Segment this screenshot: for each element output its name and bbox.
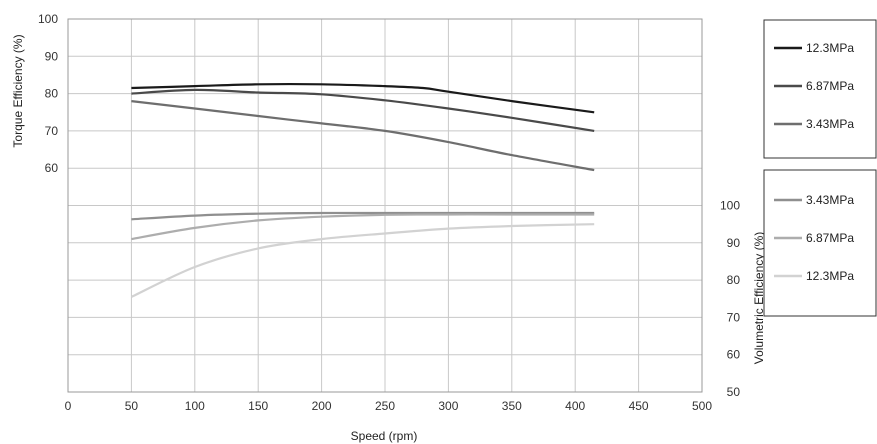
x-tick-label: 50 <box>125 399 139 413</box>
x-tick-label: 300 <box>438 399 458 413</box>
legend-volumetric-efficiency: 3.43MPa 6.87MPa 12.3MPa <box>763 169 877 317</box>
legend-torque-box <box>763 19 877 159</box>
legend-volumetric-label: 3.43MPa <box>806 193 854 207</box>
left-y-tick-label: 100 <box>38 12 58 26</box>
right-y-tick-label: 80 <box>727 273 741 287</box>
right-y-tick-label: 60 <box>727 348 741 362</box>
legend-torque-label: 3.43MPa <box>806 117 854 131</box>
volumetric-line-12.3MPa <box>130 223 595 298</box>
left-y-tick-label: 70 <box>45 124 59 138</box>
x-tick-label: 250 <box>375 399 395 413</box>
plot-lines <box>130 82 595 298</box>
x-axis-ticks: 0 50 100 150 200 250 300 350 400 450 500 <box>65 399 713 413</box>
left-y-axis-ticks: 60 70 80 90 100 <box>38 12 58 175</box>
right-y-tick-label: 50 <box>727 385 741 399</box>
left-y-tick-label: 90 <box>45 49 59 63</box>
x-tick-label: 200 <box>312 399 332 413</box>
x-tick-label: 350 <box>502 399 522 413</box>
legend-volumetric-box <box>763 169 877 317</box>
left-y-tick-label: 80 <box>45 87 59 101</box>
left-y-axis-title: Torque Efficiency (%) <box>11 34 25 147</box>
legend-volumetric-label: 12.3MPa <box>806 269 854 283</box>
right-y-axis-title: Volumetric Efficiency (%) <box>752 232 766 365</box>
legend-torque-label: 12.3MPa <box>806 41 854 55</box>
torque-line-12.3MPa <box>131 82 595 114</box>
plot-frame <box>67 18 703 393</box>
volumetric-line-3.43MPa <box>131 211 595 221</box>
legend-torque-label: 6.87MPa <box>806 79 854 93</box>
x-tick-label: 0 <box>65 399 72 413</box>
x-tick-label: 450 <box>629 399 649 413</box>
x-tick-label: 500 <box>692 399 712 413</box>
legend-torque-efficiency: 12.3MPa 6.87MPa 3.43MPa <box>763 19 877 159</box>
right-y-tick-label: 70 <box>727 310 741 324</box>
x-axis-title: Speed (rpm) <box>351 429 418 443</box>
left-y-tick-label: 60 <box>45 161 59 175</box>
torque-line-3.43MPa <box>131 100 595 172</box>
x-tick-label: 150 <box>248 399 268 413</box>
right-y-tick-label: 90 <box>727 236 741 250</box>
legend-volumetric-label: 6.87MPa <box>806 231 854 245</box>
x-tick-label: 100 <box>185 399 205 413</box>
torque-line-6.87MPa <box>131 88 595 132</box>
right-y-axis-ticks: 50 60 70 80 90 100 <box>720 199 740 400</box>
volumetric-line-6.87MPa <box>131 213 595 241</box>
grid <box>67 18 703 393</box>
x-tick-label: 400 <box>565 399 585 413</box>
right-y-tick-label: 100 <box>720 199 740 213</box>
